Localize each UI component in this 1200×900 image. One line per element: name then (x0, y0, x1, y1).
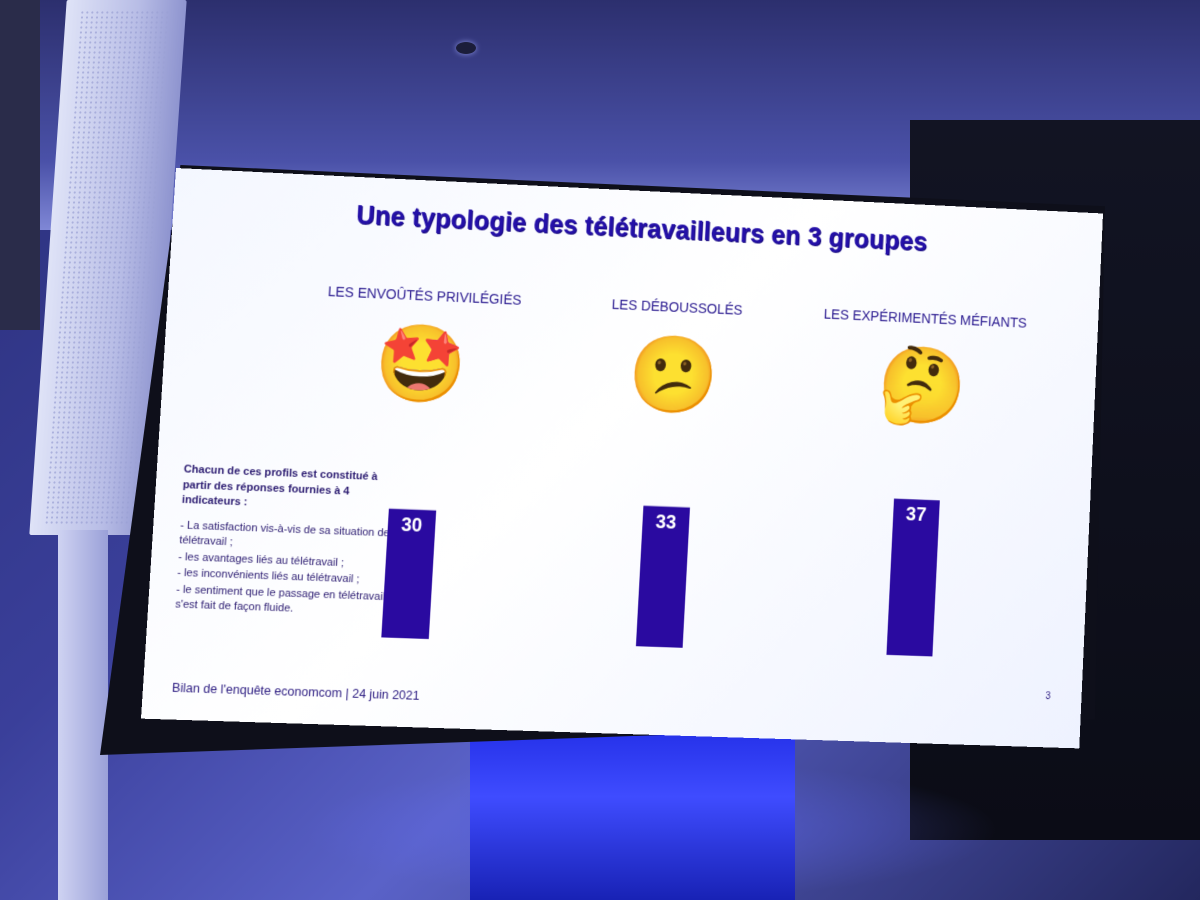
group-label-envoutes: LES ENVOÛTÉS PRIVILÉGIÉS (327, 284, 522, 309)
confused-face-emoji-icon: 😕 (626, 330, 721, 419)
group-share-bar-chart: 30 33 37 (380, 498, 940, 657)
bar-value-label-3: 37 (905, 504, 926, 526)
bar-2 (635, 505, 690, 648)
star-struck-emoji-icon: 🤩 (372, 318, 470, 409)
bar-3 (886, 498, 940, 657)
group-label-deboussoles: LES DÉBOUSSOLÉS (611, 297, 743, 319)
speaker-stand-pillar (58, 530, 108, 900)
bar-value-label-1: 30 (400, 514, 422, 536)
screen-stand (470, 728, 795, 900)
group-label-mefiants: LES EXPÉRIMENTÉS MÉFIANTS (823, 307, 1028, 332)
bar-value-label-2: 33 (655, 511, 677, 533)
bar-1 (380, 508, 438, 639)
thinking-face-emoji-icon: 🤔 (875, 341, 969, 430)
slide-footer: Bilan de l'enquête economcom | 24 juin 2… (171, 679, 421, 703)
left-panel (0, 0, 40, 330)
presentation-slide: Une typologie des télétravailleurs en 3 … (141, 168, 1104, 749)
page-number: 3 (1045, 691, 1051, 703)
ceiling-light (456, 42, 476, 54)
